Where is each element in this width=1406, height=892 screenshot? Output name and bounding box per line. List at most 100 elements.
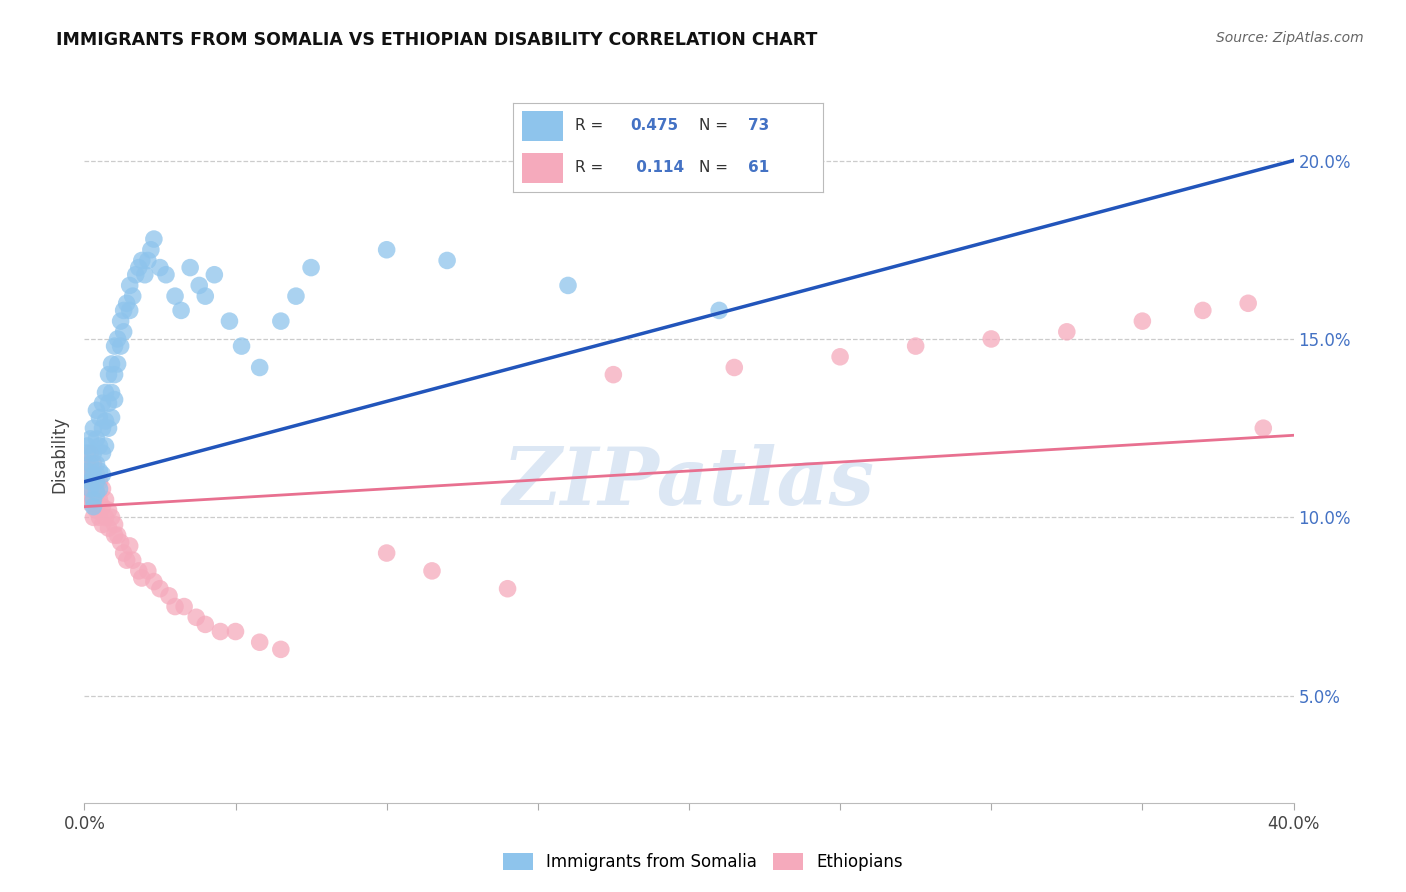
Point	[904, 339, 927, 353]
Legend: Immigrants from Somalia, Ethiopians: Immigrants from Somalia, Ethiopians	[495, 845, 911, 880]
Point	[91, 421, 114, 435]
Point	[118, 539, 141, 553]
Point	[94, 510, 117, 524]
Point	[299, 260, 322, 275]
Point	[82, 492, 104, 507]
Point	[194, 617, 217, 632]
Point	[100, 357, 122, 371]
Point	[231, 339, 253, 353]
Point	[89, 510, 111, 524]
Point	[225, 624, 247, 639]
Point	[104, 392, 127, 407]
Point	[121, 289, 143, 303]
Point	[97, 421, 120, 435]
Point	[249, 635, 271, 649]
Point	[94, 492, 117, 507]
Point	[557, 278, 579, 293]
Point	[89, 482, 111, 496]
Point	[91, 482, 114, 496]
Point	[249, 360, 271, 375]
Point	[157, 589, 180, 603]
Point	[173, 599, 195, 614]
Text: R =: R =	[575, 161, 609, 175]
Point	[149, 582, 172, 596]
Point	[270, 314, 292, 328]
Point	[100, 410, 122, 425]
Point	[980, 332, 1002, 346]
Point	[136, 564, 159, 578]
Point	[179, 260, 201, 275]
Point	[128, 564, 150, 578]
Point	[170, 303, 193, 318]
Point	[186, 610, 208, 624]
Point	[110, 339, 132, 353]
Point	[107, 357, 129, 371]
Point	[89, 464, 111, 478]
Point	[149, 260, 172, 275]
Point	[139, 243, 162, 257]
Point	[136, 253, 159, 268]
Point	[107, 332, 129, 346]
Point	[1237, 296, 1260, 310]
Point	[165, 599, 187, 614]
Point	[89, 439, 111, 453]
FancyBboxPatch shape	[523, 153, 562, 183]
Point	[1130, 314, 1153, 328]
Point	[86, 467, 108, 482]
Point	[100, 510, 122, 524]
Point	[285, 289, 308, 303]
Point	[110, 535, 132, 549]
Point	[142, 232, 165, 246]
Point	[82, 475, 104, 489]
Point	[436, 253, 458, 268]
Point	[112, 325, 135, 339]
Point	[1253, 421, 1275, 435]
Point	[142, 574, 165, 589]
Point	[97, 396, 120, 410]
Point	[91, 446, 114, 460]
Point	[97, 503, 120, 517]
Point	[270, 642, 292, 657]
Point	[79, 475, 101, 489]
Point	[82, 446, 104, 460]
Point	[97, 521, 120, 535]
Point	[82, 421, 104, 435]
Text: N =: N =	[699, 161, 733, 175]
Point	[76, 467, 98, 482]
Point	[112, 546, 135, 560]
Point	[86, 475, 108, 489]
Point	[82, 492, 104, 507]
Point	[82, 500, 104, 514]
Point	[188, 278, 211, 293]
Point	[94, 414, 117, 428]
Text: N =: N =	[699, 119, 733, 133]
Point	[218, 314, 240, 328]
Point	[86, 503, 108, 517]
Point	[97, 368, 120, 382]
Point	[194, 289, 217, 303]
Point	[89, 410, 111, 425]
Point	[82, 510, 104, 524]
Point	[709, 303, 731, 318]
Point	[738, 171, 761, 186]
Point	[107, 528, 129, 542]
Point	[125, 268, 148, 282]
Point	[375, 546, 398, 560]
Y-axis label: Disability: Disability	[51, 417, 69, 493]
Point	[86, 457, 108, 471]
Point	[1056, 325, 1078, 339]
Point	[94, 385, 117, 400]
Point	[104, 368, 127, 382]
Point	[76, 446, 98, 460]
Point	[79, 482, 101, 496]
Point	[86, 432, 108, 446]
Point	[602, 368, 624, 382]
Text: 0.114: 0.114	[631, 161, 683, 175]
Point	[104, 517, 127, 532]
Text: 73: 73	[748, 119, 769, 133]
Point	[202, 268, 225, 282]
Point	[115, 296, 138, 310]
Point	[209, 624, 232, 639]
Point	[86, 403, 108, 417]
Point	[112, 303, 135, 318]
